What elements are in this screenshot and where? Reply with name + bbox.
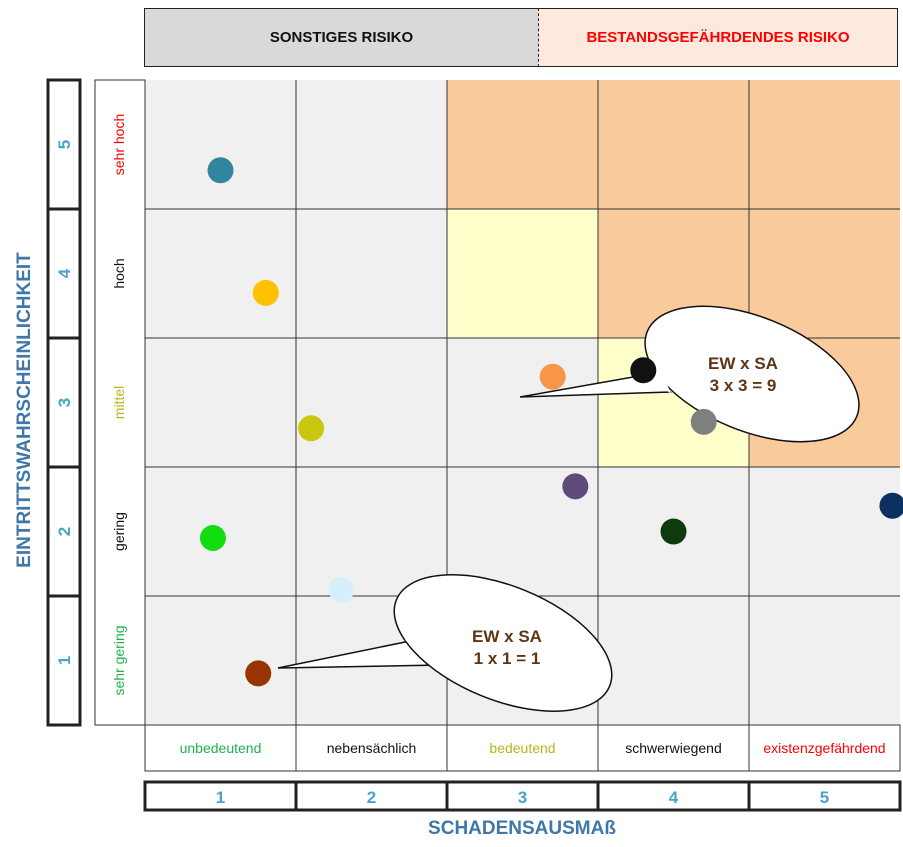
x-category-label: unbedeutend [180,740,262,756]
callout-bubble [644,305,860,443]
header-existential-risk: BESTANDSGEFÄHRDENDES RISIKO [538,8,898,67]
data-point [245,660,272,687]
matrix-cell [145,596,296,725]
annotation-bottom-line2: 1 x 1 = 1 [473,649,541,668]
x-category-label: nebensächlich [327,740,417,756]
matrix-cell [598,596,749,725]
x-tick-label: 5 [820,788,829,807]
y-tick-label: 4 [55,268,74,278]
y-level-column [46,78,82,727]
x-category-label: bedeutend [489,740,555,756]
callout-joint [405,634,445,666]
matrix-cell [447,80,598,209]
y-category-label: hoch [111,258,127,288]
data-point [199,524,226,551]
data-point [879,492,903,519]
annotation-top-line1: EW x SA [708,354,778,373]
data-point [207,157,234,184]
data-point [630,357,657,384]
matrix-cell [749,209,900,338]
callout-bubble [393,574,613,712]
matrix-cell [296,467,447,596]
data-point [539,363,566,390]
matrix-cell [749,467,900,596]
y-tick-label: 3 [55,398,74,407]
header-other-risk: SONSTIGES RISIKO [144,8,538,67]
annotation-top-line2: 3 x 3 = 9 [709,376,777,395]
matrix-cell [296,209,447,338]
annotation-text-top: EW x SA 3 x 3 = 9 [668,353,818,397]
data-point [562,473,589,500]
y-category-label: sehr gering [111,625,127,695]
matrix-cell [145,80,296,209]
x-name-row [144,724,901,772]
matrix-cell [296,338,447,467]
matrix-cell [749,80,900,209]
data-point [252,279,279,306]
x-category-label: existenzgefährdend [763,740,885,756]
x-axis-label: SCHADENSAUSMAß [428,818,616,839]
x-tick-label: 3 [518,788,527,807]
matrix-cell [598,80,749,209]
x-tick-label: 4 [669,788,679,807]
y-axis-label: EINTRITTSWAHRSCHEINLICHKEIT [14,252,35,568]
x-level-row [143,780,902,812]
y-tick-label: 2 [55,527,74,536]
matrix-cell [447,338,598,467]
matrix-cell [145,338,296,467]
y-category-label: mittel [111,386,127,419]
data-point [328,576,355,603]
data-point [298,415,325,442]
annotation-text-bottom: EW x SA 1 x 1 = 1 [432,626,582,670]
annotation-bottom-line1: EW x SA [472,627,542,646]
x-category-label: schwerwiegend [625,740,722,756]
y-category-label: gering [111,512,127,551]
matrix-cell [145,209,296,338]
matrix-cell [749,596,900,725]
matrix-cell [296,80,447,209]
matrix-cell [447,209,598,338]
y-tick-label: 1 [55,656,74,665]
data-point [690,408,717,435]
x-tick-label: 1 [216,788,225,807]
y-tick-label: 5 [55,140,74,149]
data-point [660,518,687,545]
y-name-column [94,79,146,726]
x-tick-label: 2 [367,788,376,807]
y-category-label: sehr hoch [111,114,127,175]
